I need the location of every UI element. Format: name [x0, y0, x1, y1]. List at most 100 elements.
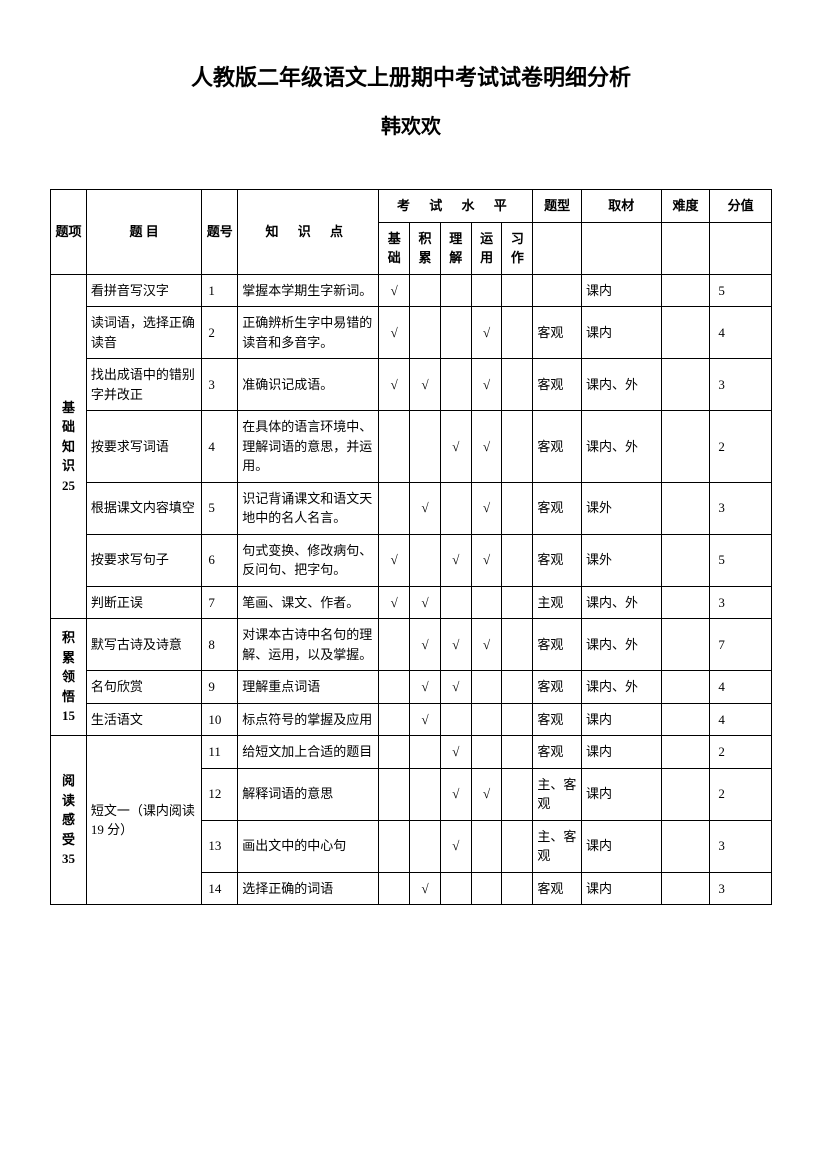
topic-cell: 读词语，选择正确读音	[86, 307, 201, 359]
level-cell	[379, 411, 410, 483]
level-cell	[410, 274, 441, 307]
header-num: 题号	[202, 190, 238, 275]
section-cell: 积累领悟15	[51, 619, 87, 736]
score-cell: 5	[710, 274, 772, 307]
level-cell	[410, 768, 441, 820]
level-cell	[502, 703, 533, 736]
source-cell: 课外	[582, 534, 662, 586]
level-cell	[502, 274, 533, 307]
num-cell: 2	[202, 307, 238, 359]
type-cell: 主、客观	[533, 768, 582, 820]
level-cell: √	[410, 703, 441, 736]
level-cell	[379, 482, 410, 534]
type-cell: 客观	[533, 736, 582, 769]
difficulty-cell	[661, 482, 710, 534]
table-row: 根据课文内容填空5识记背诵课文和语文天地中的名人名言。√√客观课外3	[51, 482, 772, 534]
knowledge-cell: 给短文加上合适的题目	[238, 736, 379, 769]
level-cell	[379, 736, 410, 769]
source-cell: 课内、外	[582, 359, 662, 411]
table-row: 按要求写词语4在具体的语言环境中、理解词语的意思，并运用。√√客观课内、外2	[51, 411, 772, 483]
header-score-blank	[710, 222, 772, 274]
table-row: 读词语，选择正确读音2正确辨析生字中易错的读音和多音字。√√客观课内4	[51, 307, 772, 359]
type-cell: 主观	[533, 586, 582, 619]
level-cell	[502, 820, 533, 872]
type-cell: 客观	[533, 359, 582, 411]
score-cell: 3	[710, 359, 772, 411]
level-cell	[471, 703, 502, 736]
header-type-blank	[533, 222, 582, 274]
type-cell: 客观	[533, 482, 582, 534]
level-cell: √	[471, 482, 502, 534]
level-cell: √	[410, 671, 441, 704]
knowledge-cell: 理解重点词语	[238, 671, 379, 704]
score-cell: 3	[710, 872, 772, 905]
num-cell: 3	[202, 359, 238, 411]
difficulty-cell	[661, 768, 710, 820]
num-cell: 11	[202, 736, 238, 769]
level-cell	[502, 736, 533, 769]
difficulty-cell	[661, 307, 710, 359]
page-subtitle: 韩欢欢	[50, 110, 772, 139]
type-cell	[533, 274, 582, 307]
knowledge-cell: 在具体的语言环境中、理解词语的意思，并运用。	[238, 411, 379, 483]
score-cell: 5	[710, 534, 772, 586]
num-cell: 1	[202, 274, 238, 307]
num-cell: 14	[202, 872, 238, 905]
level-cell	[502, 768, 533, 820]
level-cell: √	[440, 534, 471, 586]
num-cell: 13	[202, 820, 238, 872]
level-cell: √	[379, 307, 410, 359]
level-cell	[502, 359, 533, 411]
knowledge-cell: 画出文中的中心句	[238, 820, 379, 872]
level-cell	[502, 482, 533, 534]
source-cell: 课内	[582, 768, 662, 820]
topic-cell: 短文一（课内阅读 19 分）	[86, 736, 201, 905]
header-level-0: 基础	[379, 222, 410, 274]
topic-cell: 按要求写词语	[86, 411, 201, 483]
difficulty-cell	[661, 274, 710, 307]
difficulty-cell	[661, 359, 710, 411]
header-difficulty-blank	[661, 222, 710, 274]
type-cell: 客观	[533, 671, 582, 704]
analysis-table: 题项 题 目 题号 知 识 点 考 试 水 平 题型 取材 难度 分值 基础 积…	[50, 189, 772, 905]
level-cell: √	[410, 619, 441, 671]
score-cell: 4	[710, 671, 772, 704]
num-cell: 5	[202, 482, 238, 534]
table-row: 按要求写句子6句式变换、修改病句、反问句、把字句。√√√客观课外5	[51, 534, 772, 586]
level-cell	[379, 872, 410, 905]
level-cell: √	[379, 586, 410, 619]
source-cell: 课内、外	[582, 671, 662, 704]
level-cell: √	[471, 359, 502, 411]
difficulty-cell	[661, 534, 710, 586]
topic-cell: 根据课文内容填空	[86, 482, 201, 534]
level-cell	[471, 820, 502, 872]
header-score: 分值	[710, 190, 772, 223]
section-cell: 阅读感受35	[51, 736, 87, 905]
difficulty-cell	[661, 619, 710, 671]
level-cell	[502, 671, 533, 704]
num-cell: 4	[202, 411, 238, 483]
difficulty-cell	[661, 736, 710, 769]
knowledge-cell: 对课本古诗中名句的理解、运用，以及掌握。	[238, 619, 379, 671]
source-cell: 课内	[582, 872, 662, 905]
num-cell: 9	[202, 671, 238, 704]
source-cell: 课内	[582, 703, 662, 736]
difficulty-cell	[661, 820, 710, 872]
source-cell: 课内	[582, 820, 662, 872]
score-cell: 3	[710, 586, 772, 619]
knowledge-cell: 选择正确的词语	[238, 872, 379, 905]
level-cell	[410, 820, 441, 872]
topic-cell: 默写古诗及诗意	[86, 619, 201, 671]
header-level: 考 试 水 平	[379, 190, 533, 223]
level-cell	[379, 768, 410, 820]
knowledge-cell: 标点符号的掌握及应用	[238, 703, 379, 736]
table-row: 名句欣赏9理解重点词语√√客观课内、外4	[51, 671, 772, 704]
level-cell	[379, 671, 410, 704]
num-cell: 6	[202, 534, 238, 586]
level-cell	[502, 619, 533, 671]
level-cell	[440, 274, 471, 307]
table-row: 判断正误7笔画、课文、作者。√√主观课内、外3	[51, 586, 772, 619]
level-cell	[379, 820, 410, 872]
level-cell	[502, 534, 533, 586]
knowledge-cell: 句式变换、修改病句、反问句、把字句。	[238, 534, 379, 586]
